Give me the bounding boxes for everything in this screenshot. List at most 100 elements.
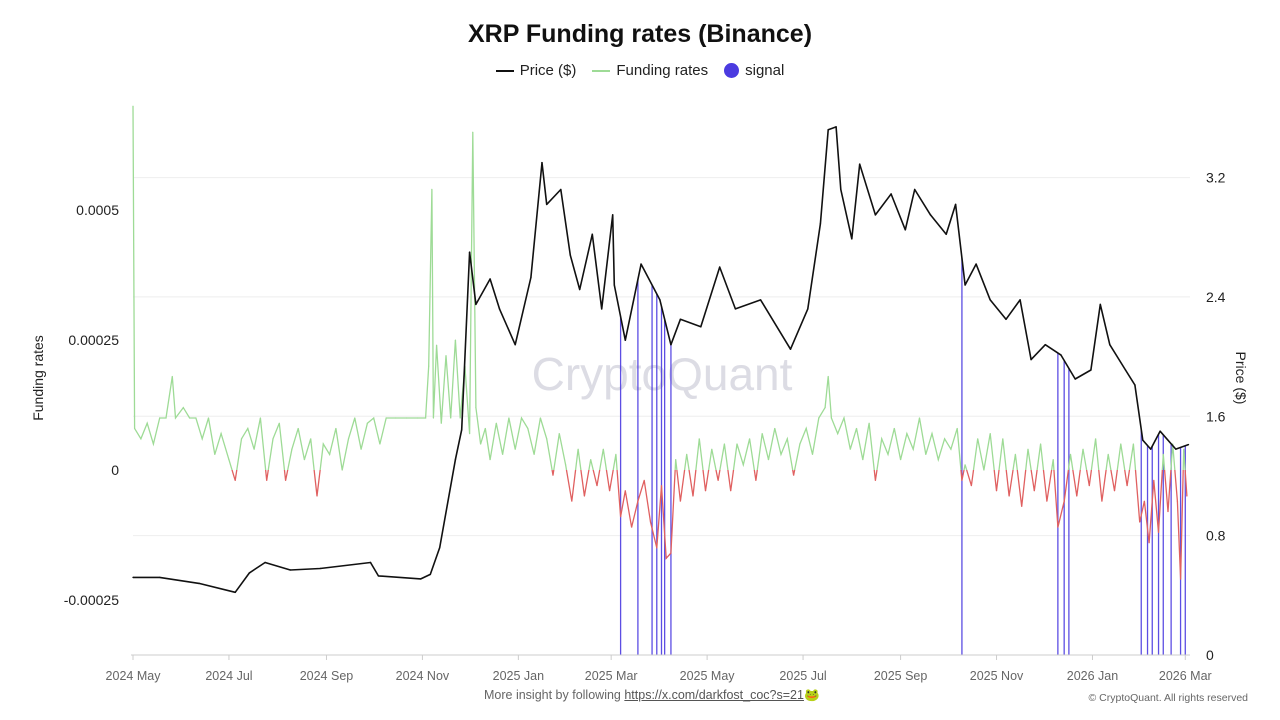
funding-point (214, 453, 216, 456)
footer: More insight by following https://x.com/… (484, 688, 820, 703)
x-tick-label: 2024 May (106, 669, 162, 683)
funding-point (1167, 510, 1169, 513)
funding-point (373, 417, 375, 419)
funding-point (887, 453, 889, 456)
funding-point (989, 433, 991, 435)
funding-point (704, 490, 707, 492)
funding-point (508, 417, 510, 419)
funding-point (995, 490, 998, 492)
funding-point (793, 474, 795, 476)
funding-point (303, 459, 306, 461)
funding-point (637, 500, 639, 502)
legend-label: Price ($) (519, 62, 577, 79)
funding-point (454, 339, 457, 341)
funding-point (799, 443, 801, 445)
price-point (1099, 303, 1102, 306)
funding-point (723, 443, 726, 445)
legend-item-price[interactable]: Price ($) (495, 62, 577, 79)
funding-point (1076, 495, 1078, 497)
funding-point (558, 433, 560, 435)
funding-point (1014, 453, 1017, 456)
funding-point (1179, 578, 1182, 580)
price-point (545, 203, 548, 206)
price-point (700, 326, 702, 328)
funding-point (643, 479, 645, 481)
legend-item-funding[interactable]: Funding rates (592, 62, 708, 79)
x-tick-label: 2025 Jan (493, 669, 544, 683)
funding-point (1120, 443, 1122, 445)
funding-point (1082, 448, 1084, 450)
funding-point (1095, 438, 1097, 440)
funding-point (539, 417, 541, 419)
funding-point (950, 448, 952, 450)
funding-point (266, 479, 268, 481)
funding-point (502, 453, 504, 456)
funding-point (335, 427, 337, 430)
funding-point (450, 417, 452, 419)
price-point (858, 163, 861, 165)
funding-point (297, 427, 299, 430)
price-point (248, 572, 251, 574)
y-left-tick-label: 0.00025 (68, 332, 119, 348)
price-point (890, 193, 892, 195)
funding-point (1126, 484, 1128, 487)
funding-point (956, 427, 958, 430)
price-point (840, 188, 842, 191)
funding-point (201, 438, 203, 440)
funding-point (1033, 490, 1035, 492)
funding-point (711, 448, 713, 450)
funding-point (329, 453, 331, 456)
funding-point (1039, 443, 1042, 445)
funding-point (379, 443, 381, 445)
funding-point (395, 417, 397, 419)
funding-point (977, 438, 979, 440)
price-point (975, 263, 977, 265)
y-left-tick-label: -0.00025 (64, 592, 119, 608)
y-right-tick-label: 0.8 (1206, 528, 1226, 544)
funding-point (459, 417, 461, 419)
funding-point (207, 417, 210, 419)
price-point (541, 161, 543, 164)
price-point (827, 129, 829, 131)
y-right-tick-label: 0 (1206, 647, 1214, 663)
price-point (560, 188, 562, 191)
footer-link[interactable]: https://x.com/darkfost_coc?s=21 (624, 688, 804, 702)
price-point (835, 126, 837, 128)
funding-point (615, 453, 617, 456)
price-point (1030, 358, 1032, 361)
price-point (964, 284, 966, 286)
funding-point (824, 407, 826, 409)
y-right-tick-label: 3.2 (1206, 170, 1226, 186)
price-point (264, 561, 266, 564)
funding-point (755, 479, 757, 481)
price-point (718, 266, 721, 268)
funding-point (736, 443, 738, 445)
price-point (851, 238, 853, 240)
legend-label: signal (745, 62, 785, 79)
x-tick-label: 2026 Mar (1159, 669, 1212, 683)
funding-point (182, 407, 184, 409)
price-point (670, 343, 672, 346)
funding-point (931, 433, 933, 435)
funding-point (862, 459, 864, 461)
price-point (1124, 369, 1127, 371)
funding-point (730, 490, 732, 492)
price-point (569, 254, 571, 256)
funding-point (717, 479, 719, 481)
legend-item-signal[interactable]: signal (724, 62, 784, 79)
y-right-label: Price ($) (1233, 352, 1249, 405)
funding-point (608, 490, 611, 492)
funding-point (855, 427, 858, 430)
funding-point (964, 464, 966, 466)
price-point (659, 299, 661, 301)
signal-swatch (724, 63, 740, 78)
price-point (819, 223, 822, 225)
funding-point (1157, 531, 1160, 533)
funding-point (1153, 479, 1155, 481)
x-tick-label: 2025 Mar (585, 669, 638, 683)
funding-point (189, 417, 191, 419)
funding-point (577, 448, 579, 450)
funding-point (780, 453, 782, 456)
funding-point (360, 448, 362, 450)
funding-point (1021, 505, 1023, 507)
